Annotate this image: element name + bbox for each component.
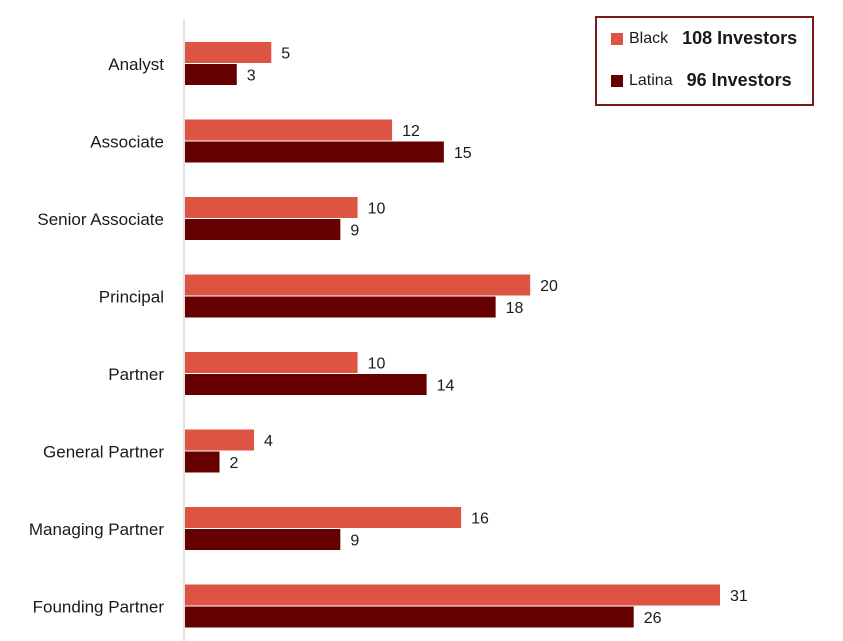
bar-latina xyxy=(185,296,496,318)
data-label: 9 xyxy=(350,533,359,550)
legend-investor-count: 108 Investors xyxy=(682,28,798,48)
data-label: 26 xyxy=(644,610,662,627)
data-label: 2 xyxy=(230,455,239,472)
data-label: 31 xyxy=(730,588,748,605)
legend: Black 108 Investors Latina 96 Investors xyxy=(595,16,814,106)
category-label: General Partner xyxy=(43,443,164,462)
legend-series-name: Latina xyxy=(629,71,673,89)
category-label: Partner xyxy=(108,365,164,384)
bar-black xyxy=(185,352,358,373)
legend-swatch-latina xyxy=(611,74,623,87)
category-label: Senior Associate xyxy=(37,210,164,229)
data-label: 9 xyxy=(350,223,359,240)
bar-latina xyxy=(185,451,220,473)
data-label: 10 xyxy=(368,201,386,218)
data-label: 10 xyxy=(368,356,386,373)
bar-latina xyxy=(185,219,341,240)
bar-latina xyxy=(185,529,341,550)
bar-latina xyxy=(185,374,427,395)
category-label: Managing Partner xyxy=(29,520,164,539)
data-label: 14 xyxy=(437,378,455,395)
bar-black xyxy=(185,197,358,218)
data-label: 3 xyxy=(247,68,256,85)
bar-black xyxy=(185,507,462,528)
bar-black xyxy=(185,42,272,63)
legend-series-name: Black xyxy=(629,29,669,47)
legend-swatch-black xyxy=(611,32,623,45)
data-label: 15 xyxy=(454,145,472,162)
bar-black xyxy=(185,429,255,451)
category-label: Analyst xyxy=(108,55,164,74)
bar-black xyxy=(185,584,720,606)
data-label: 16 xyxy=(471,511,489,528)
data-label: 4 xyxy=(264,433,273,450)
category-label: Founding Partner xyxy=(33,598,165,617)
legend-investor-count: 96 Investors xyxy=(686,70,792,90)
legend-item-black: Black 108 Investors xyxy=(611,28,797,49)
bar-black xyxy=(185,119,393,141)
data-label: 20 xyxy=(540,278,558,295)
category-label: Associate xyxy=(90,133,164,152)
bar-latina xyxy=(185,64,237,85)
data-label: 18 xyxy=(506,300,524,317)
data-label: 12 xyxy=(402,123,420,140)
bar-latina xyxy=(185,606,634,628)
data-label: 5 xyxy=(281,46,290,63)
bar-black xyxy=(185,274,531,296)
category-label: Principal xyxy=(99,288,164,307)
bar-latina xyxy=(185,141,444,163)
legend-item-latina: Latina 96 Investors xyxy=(611,70,792,91)
